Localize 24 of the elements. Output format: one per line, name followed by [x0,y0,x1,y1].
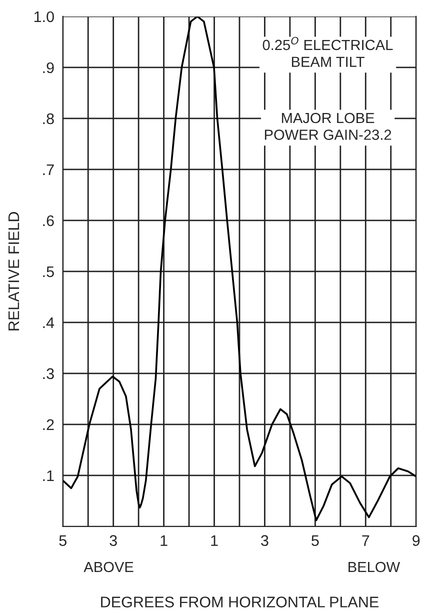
y-tick-label: .5 [43,266,54,278]
y-tick-label: .4 [43,317,54,328]
y-tick-label: .9 [43,62,54,74]
text: BELOW [348,562,400,572]
y-tick-label: 1.0 [34,11,54,22]
x-tick-label: 9 [412,535,420,546]
x-tick-label: 1 [160,535,168,546]
y-tick-label: .3 [43,368,54,380]
y-tick-label: .8 [43,113,54,124]
x-tick-label: 3 [110,535,117,546]
annotation: 0.25$^{O}$ ELECTRICAL BEAM TILT [262,36,393,67]
text: ABOVE [84,562,134,572]
x-tick-label: 5 [312,535,319,546]
y-tick-label: .1 [43,470,54,481]
x-tick-label: 1 [211,535,218,546]
x-tick-label: 5 [59,535,66,546]
y-axis-title: RELATIVE FIELD [8,212,20,330]
x-axis-title: DEGREES FROM HORIZONTAL PLANE [101,596,378,608]
x-tick-label: 7 [362,535,370,546]
y-tick-label: .7 [43,164,54,175]
y-tick-label: .6 [43,215,54,226]
x-tick-label: 3 [261,535,268,546]
annotation: MAJOR LOBE POWER GAIN-23.2 [264,112,392,140]
y-tick-label: .2 [43,419,54,430]
